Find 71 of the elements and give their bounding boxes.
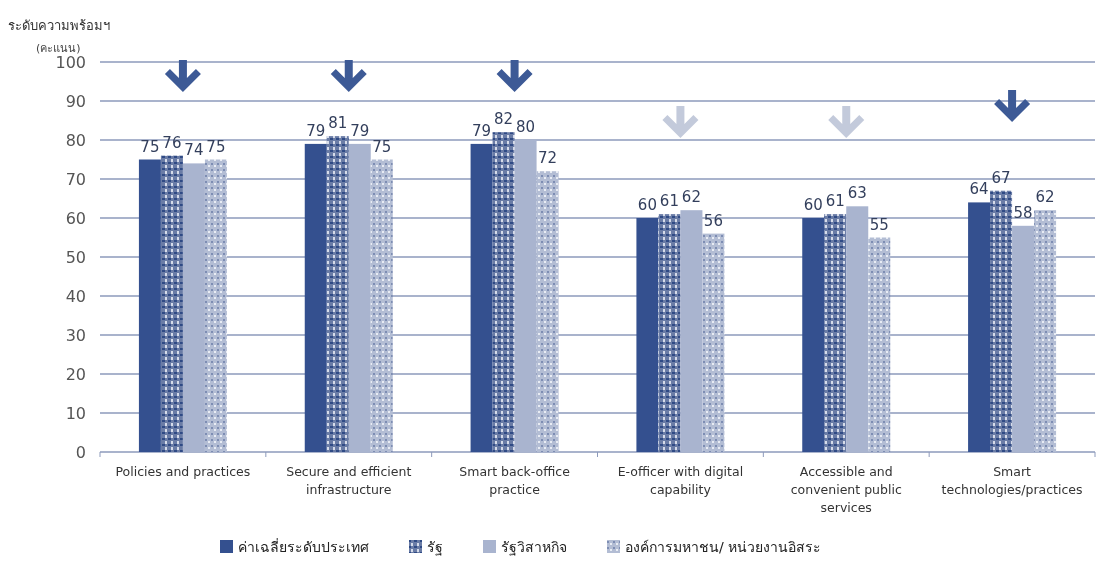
bar: [204, 159, 227, 452]
data-label: 60: [637, 196, 657, 214]
data-label: 62: [1035, 188, 1055, 207]
bar: [160, 155, 183, 452]
bar: [514, 140, 537, 452]
bar: [680, 210, 703, 452]
data-label: 81: [328, 114, 348, 133]
x-tick-label: Policies and practices: [115, 464, 251, 479]
y-tick-label: 20: [65, 365, 86, 384]
y-tick-label: 10: [65, 404, 86, 423]
data-label: 76: [162, 133, 182, 152]
legend-label: ค่าเฉลี่ยระดับประเทศ: [238, 538, 369, 555]
bar: [636, 218, 659, 452]
bar: [536, 171, 559, 452]
data-label: 75: [140, 137, 160, 156]
x-tick-label: Accessible and convenient public services: [790, 464, 902, 515]
y-tick-label: 30: [65, 326, 86, 345]
bar: [304, 143, 327, 452]
bar: [702, 233, 725, 452]
bar: [182, 163, 205, 452]
legend-label: รัฐ: [427, 539, 443, 556]
data-label: 75: [206, 137, 226, 156]
bar: [824, 214, 847, 452]
data-label: 67: [991, 168, 1011, 187]
bar: [138, 159, 161, 452]
bar: [1012, 225, 1035, 452]
bar: [1034, 210, 1057, 452]
y-tick-label: 40: [65, 287, 86, 306]
y-tick-label: 70: [65, 170, 86, 189]
x-tick-label: Smart technologies/practices: [941, 464, 1083, 497]
y-tick-label: 50: [65, 248, 86, 267]
data-label: 55: [869, 215, 889, 234]
bar: [348, 143, 371, 452]
y-tick-label: 100: [55, 53, 86, 72]
bar: [868, 237, 891, 452]
legend-label: องค์การมหาชน/ หน่วยงานอิสระ: [625, 539, 822, 555]
y-tick-label: 80: [65, 131, 86, 150]
x-tick-label: E-officer with digital capability: [617, 464, 744, 497]
bar: [968, 202, 991, 452]
data-label: 80: [516, 118, 536, 136]
legend-label: รัฐวิสาหกิจ: [501, 539, 567, 556]
x-tick-label: Secure and efficient infrastructure: [286, 464, 412, 497]
data-label: 60: [803, 196, 823, 214]
y-tick-label: 60: [65, 209, 86, 228]
chart-title: ระดับความพร้อมฯ: [8, 18, 110, 33]
data-label: 79: [350, 121, 370, 140]
data-label: 75: [372, 137, 392, 156]
data-label: 64: [969, 180, 989, 199]
data-label: 58: [1013, 203, 1033, 222]
data-label: 79: [306, 121, 326, 140]
y-tick-label: 0: [75, 443, 86, 462]
x-tick-label: Smart back-office practice: [459, 464, 571, 497]
bar: [658, 214, 681, 452]
bar: [326, 136, 349, 452]
bar: [492, 132, 515, 452]
data-label: 61: [659, 192, 679, 211]
data-label: 72: [538, 149, 558, 168]
bar: [470, 143, 493, 452]
y-axis-title: (คะแนน): [36, 42, 81, 55]
data-label: 82: [494, 110, 514, 129]
bar: [990, 190, 1013, 452]
data-label: 79: [472, 121, 492, 140]
data-label: 61: [825, 192, 845, 211]
bar: [802, 218, 825, 452]
bar: [370, 159, 393, 452]
y-tick-label: 90: [65, 92, 86, 111]
data-label: 74: [184, 141, 204, 160]
bar: [846, 206, 869, 452]
data-label: 62: [681, 188, 701, 207]
data-label: 63: [847, 184, 867, 203]
data-label: 56: [703, 211, 723, 230]
